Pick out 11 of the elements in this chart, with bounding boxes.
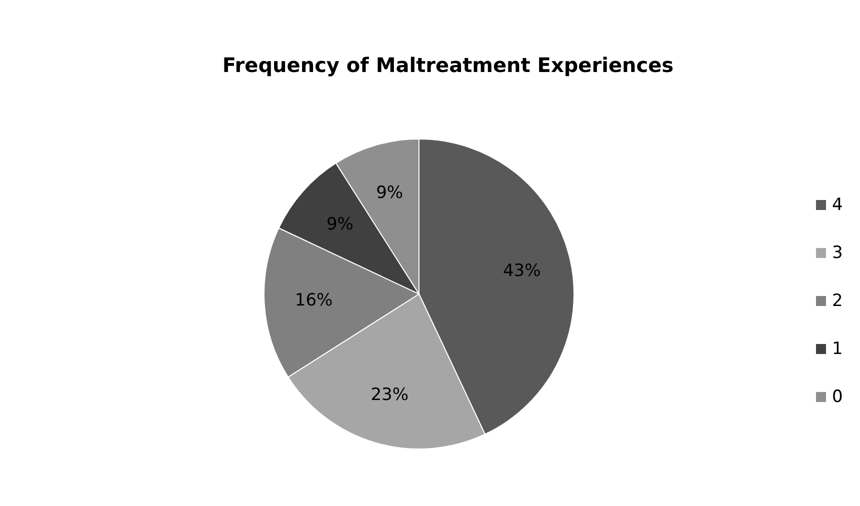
chart-title: Frequency of Maltreatment Experiences bbox=[222, 53, 674, 77]
legend-label: 2 bbox=[832, 291, 843, 311]
data-label: 9% bbox=[376, 182, 404, 203]
legend-label: 3 bbox=[832, 243, 843, 263]
legend-label: 1 bbox=[832, 339, 843, 359]
data-label: 16% bbox=[294, 290, 333, 311]
legend-label: 0 bbox=[832, 387, 843, 407]
data-label: 43% bbox=[502, 261, 541, 282]
data-label: 9% bbox=[326, 214, 354, 234]
data-label: 23% bbox=[370, 385, 408, 406]
legend-label: 4 bbox=[832, 195, 843, 215]
